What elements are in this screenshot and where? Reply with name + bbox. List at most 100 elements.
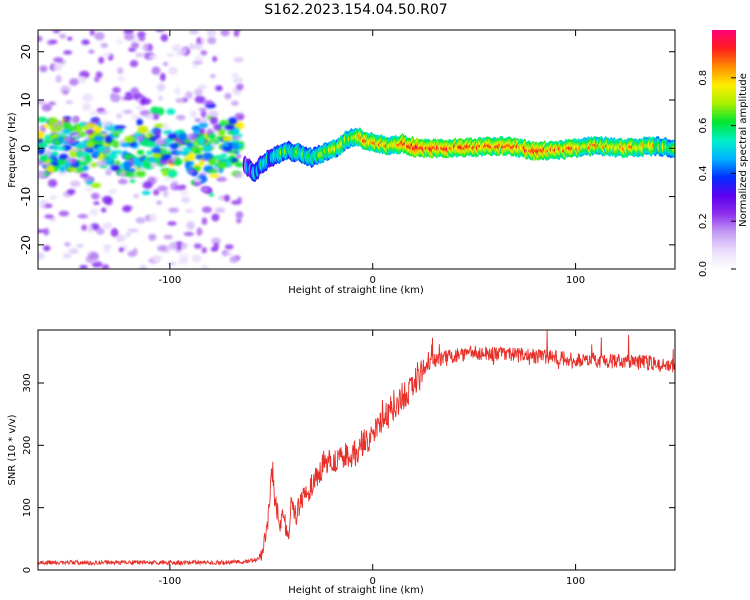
spectrogram-noise-blob <box>183 231 194 237</box>
spectrogram-noise-blob <box>153 189 160 196</box>
spectrogram-noise-blob <box>81 224 88 231</box>
spectrogram-noise-blob <box>144 134 151 139</box>
spectrogram-noise-blob <box>185 91 193 100</box>
spectrogram-noise-blob <box>102 195 113 204</box>
snr-y-tick-label: 300 <box>22 373 33 392</box>
spectrogram-noise-blob <box>96 227 105 235</box>
spectrogram-noise-blob <box>150 106 160 115</box>
spectrogram-noise-blob <box>168 207 180 213</box>
spectrogram-noise-blob <box>45 165 56 173</box>
spectrogram-noise-blob <box>142 181 153 189</box>
spectrogram-noise-blob <box>93 125 102 134</box>
spectrogram-noise-blob <box>194 118 202 123</box>
spectrogram-noise-blob <box>189 30 199 35</box>
spectrogram-noise-blob <box>190 110 197 118</box>
spectrogram-noise-blob <box>194 95 205 104</box>
spectrogram-noise-blob <box>232 77 244 84</box>
spectrogram-noise-blob <box>108 153 118 160</box>
spectrogram-noise-blob <box>45 149 52 158</box>
spectrogram-noise-blob <box>193 42 203 50</box>
spectrogram-noise-blob <box>199 38 206 43</box>
spectrogram-noise-blob <box>124 135 135 144</box>
spectrogram-noise-blob <box>151 152 163 159</box>
spectrogram-noise-blob <box>193 127 200 135</box>
spectrogram-noise-blob <box>200 50 208 56</box>
spectrogram-noise-blob <box>85 186 93 193</box>
spectrogram-noise-blob <box>38 35 43 42</box>
spectrogram-noise-blob <box>129 168 136 173</box>
spectrogram-noise-blob <box>79 122 86 127</box>
spectrogram-noise-blob <box>63 50 73 55</box>
spectrogram-noise-blob <box>174 158 183 166</box>
spectrogram-x-label: Height of straight line (km) <box>288 285 424 296</box>
spectrogram-noise-blob <box>39 65 48 73</box>
spectrogram-noise-blob <box>102 222 113 230</box>
spectrogram-noise-blob <box>130 114 141 120</box>
spectrogram-noise-blob <box>122 205 132 213</box>
spectrogram-noise-blob <box>44 134 50 141</box>
spectrogram-noise-blob <box>94 76 100 83</box>
spectrogram-noise-blob <box>89 111 100 115</box>
spectrogram-noise-blob <box>151 147 162 154</box>
spectrogram-noise-blob <box>66 166 77 172</box>
spectrogram-noise-blob <box>236 115 244 121</box>
spectrogram-noise-blob <box>183 146 191 153</box>
spectrogram-noise-blob <box>228 117 238 125</box>
spectrogram-noise-blob <box>210 139 219 143</box>
snr-y-label: SNR (10 * v/v) <box>7 414 18 485</box>
spectrogram-noise-blob <box>198 160 205 167</box>
spectrogram-noise-blob <box>133 193 139 199</box>
spectrogram-noise-blob <box>235 162 244 168</box>
spectrogram-frame <box>37 29 676 270</box>
spectrogram-noise-blob <box>178 257 188 266</box>
colorbar-gradient <box>712 30 736 269</box>
spectrogram-noise-blob <box>125 231 132 238</box>
spectrogram-noise-blob <box>194 166 201 171</box>
spectrogram-y-tick-label: 10 <box>19 92 33 107</box>
spectrogram-noise-blob <box>163 177 171 182</box>
spectrogram-noise-blob <box>52 63 63 71</box>
spectrogram-noise-blob <box>101 207 107 213</box>
spectrogram-noise-blob <box>206 30 217 37</box>
spectrogram-noise-blob <box>130 87 139 96</box>
spectrogram-noise-blob <box>132 247 138 255</box>
spectrogram-noise-blob <box>53 145 60 151</box>
spectrogram-noise-blob <box>38 229 46 233</box>
spectrogram-noise-blob <box>43 227 50 236</box>
spectrogram-noise-blob <box>90 182 102 188</box>
spectrogram-noise-blob <box>212 56 218 62</box>
snr-panel: -100 0 100 0 100 200 300 Height of straight l… <box>7 329 676 596</box>
spectrogram-noise-blob <box>234 30 241 32</box>
spectrogram-noise-blob <box>207 110 219 118</box>
spectrogram-noise-blob <box>154 141 165 146</box>
spectrogram-noise-blob <box>120 142 131 148</box>
spectrogram-noise-blob <box>210 142 216 148</box>
spectrogram-noise-blob <box>114 150 123 155</box>
spectrogram-noise-blob <box>110 93 116 98</box>
spectrogram-y-ticks: -20 -10 0 10 20 <box>19 44 675 255</box>
spectrogram-noise-blob <box>231 72 239 79</box>
spectrogram-noise-blob <box>38 252 45 260</box>
snr-y-ticks: 0 100 200 300 <box>22 373 675 573</box>
spectrogram-noise-blob <box>236 83 244 91</box>
spectrogram-noise-blob <box>97 145 106 151</box>
spectrogram-noise-blob <box>72 148 78 153</box>
spectrogram-noise-blob <box>220 30 230 37</box>
spectrogram-x-tick-label: 100 <box>566 275 585 286</box>
spectrogram-noise-blob <box>67 189 76 195</box>
spectrogram-noise-blob <box>207 169 219 174</box>
spectrogram-noise-blob <box>159 159 169 165</box>
spectrogram-noise-blob <box>105 171 112 175</box>
spectrogram-noise-blob <box>201 265 209 269</box>
spectrogram-noise-blob <box>100 42 109 49</box>
spectrogram-noise-blob <box>79 265 88 269</box>
spectrogram-noise-blob <box>147 43 153 52</box>
spectrogram-noise-blob <box>167 169 178 178</box>
spectrogram-noise-blob <box>196 227 203 236</box>
spectrogram-noise-blob <box>166 53 175 57</box>
spectrogram-noise-blob <box>81 103 92 111</box>
spectrogram-noise-blob <box>220 125 227 130</box>
spectrogram-noise-blob <box>129 179 136 184</box>
spectrogram-y-tick-label: 20 <box>19 44 33 59</box>
spectrogram-y-label: Frequency (Hz) <box>7 112 18 188</box>
